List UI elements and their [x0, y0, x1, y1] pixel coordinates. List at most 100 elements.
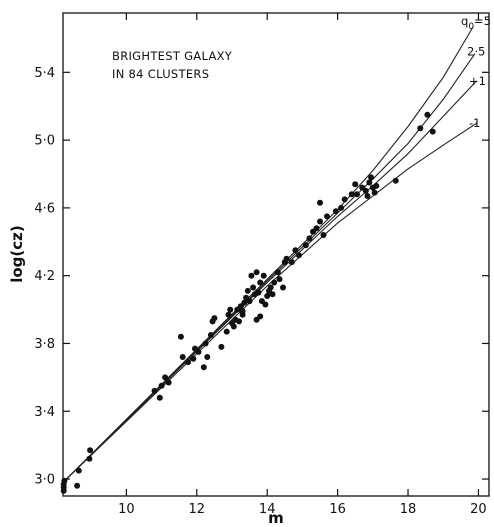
data-point	[230, 323, 237, 330]
data-point	[341, 196, 348, 203]
data-point	[202, 340, 209, 347]
y-tick-label: 3·0	[34, 473, 55, 488]
data-point	[177, 333, 184, 340]
data-point	[255, 289, 262, 296]
x-tick-label: 12	[189, 502, 206, 517]
curve-label-0: q0=5	[461, 14, 491, 32]
data-point	[156, 394, 163, 401]
data-point	[204, 354, 211, 360]
data-point	[211, 315, 218, 322]
data-point	[260, 272, 267, 279]
y-tick-label: 5·4	[34, 66, 55, 81]
data-point	[324, 213, 330, 220]
x-tick-label: 14	[259, 502, 276, 517]
data-point	[354, 191, 360, 198]
data-point	[348, 191, 355, 198]
axis-tick-labels: 10 12 14 16 18 20 3·0 3·4 3·8 4·2 4·6 5·0 5·4	[34, 66, 486, 517]
data-point	[306, 235, 313, 242]
y-tick-label: 5·0	[34, 134, 55, 149]
annotation-line-2: IN 84 CLUSTERS	[112, 67, 209, 81]
data-point	[332, 208, 339, 215]
y-tick-label: 3·8	[34, 337, 55, 352]
data-point	[271, 279, 278, 286]
data-point	[317, 218, 323, 225]
data-point	[218, 343, 225, 350]
data-point	[292, 247, 299, 254]
data-point	[195, 348, 202, 355]
data-point	[248, 272, 255, 279]
data-point	[75, 467, 82, 474]
data-point	[223, 328, 230, 335]
data-point	[283, 255, 290, 262]
annotation-line-1: BRIGHTEST GALAXY	[112, 49, 233, 63]
data-point	[241, 299, 248, 306]
x-axis-title: m	[268, 509, 284, 527]
data-point	[417, 125, 424, 132]
y-tick-label: 4·6	[34, 201, 55, 216]
curve-label-1: 2·5	[467, 45, 485, 59]
data-point	[86, 455, 93, 462]
data-point	[225, 311, 232, 318]
y-axis-title: log(cz)	[8, 225, 26, 283]
x-tick-label: 20	[470, 502, 487, 517]
curve-label-3: -1	[469, 116, 480, 130]
data-point	[151, 387, 158, 394]
curve-label-2: +1	[469, 74, 486, 88]
data-point	[190, 355, 197, 362]
data-point	[320, 232, 327, 238]
axis-ticks	[63, 13, 489, 496]
data-point	[288, 259, 295, 266]
x-tick-label: 18	[400, 502, 417, 517]
data-point	[269, 291, 276, 298]
data-point	[257, 279, 264, 286]
data-point	[239, 308, 246, 315]
data-point	[368, 174, 375, 181]
data-point	[74, 482, 81, 489]
plot-frame	[62, 12, 490, 497]
data-point	[162, 374, 169, 381]
y-tick-label: 3·4	[34, 405, 55, 420]
data-point	[165, 379, 172, 386]
data-point	[257, 313, 264, 320]
data-point	[313, 225, 320, 232]
data-point	[185, 359, 191, 366]
curve-line-3	[63, 122, 478, 483]
data-point	[236, 318, 242, 325]
data-point	[366, 179, 373, 186]
y-tick-label: 4·2	[34, 269, 55, 284]
data-point	[276, 276, 283, 283]
data-point	[200, 364, 207, 371]
data-points	[60, 111, 436, 494]
curve-line-0	[63, 26, 474, 483]
x-tick-label: 10	[118, 502, 135, 517]
data-point	[179, 354, 186, 360]
data-point	[244, 287, 251, 294]
data-point	[207, 332, 214, 338]
data-point	[274, 269, 281, 276]
data-point	[250, 284, 257, 291]
data-point	[429, 128, 436, 135]
data-point	[280, 284, 286, 291]
data-point	[371, 189, 378, 196]
data-point	[364, 193, 371, 199]
data-point	[262, 301, 269, 308]
data-point	[295, 252, 302, 259]
data-point	[392, 177, 399, 184]
data-point	[227, 306, 234, 313]
data-point	[338, 204, 345, 211]
data-point	[362, 187, 369, 194]
data-point	[373, 182, 380, 189]
data-point	[87, 447, 94, 454]
data-point	[317, 199, 323, 206]
data-point	[424, 111, 431, 118]
data-point	[352, 181, 359, 188]
data-point	[264, 293, 271, 299]
curve-labels: q0=5 2·5 +1 -1	[461, 14, 491, 130]
data-point	[246, 298, 253, 305]
x-tick-label: 16	[329, 502, 346, 517]
data-point	[158, 382, 165, 389]
data-point	[267, 284, 274, 291]
data-point	[302, 242, 309, 249]
